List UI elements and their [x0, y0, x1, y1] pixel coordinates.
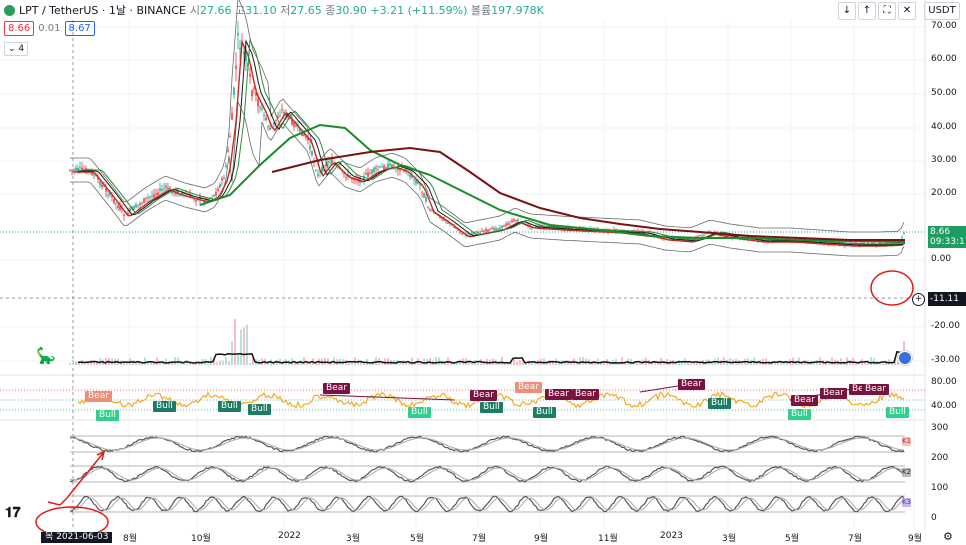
- bull-signal: Bull: [886, 407, 909, 418]
- volume-series: [69, 318, 905, 365]
- bear-signal: Bear: [862, 384, 889, 395]
- bear-signal: Bear: [791, 395, 818, 406]
- time-axis-tick: 2022: [278, 531, 301, 541]
- time-axis-tick: 9월: [534, 534, 549, 544]
- bear-signal: Bear: [820, 388, 847, 399]
- oscillator-pane-2: [69, 435, 905, 513]
- time-axis-tick: 7월: [472, 534, 487, 544]
- bear-signal: Bear: [572, 389, 599, 400]
- crosshair-date-label: 목 2021-06-03: [41, 532, 113, 543]
- bear-signal: Bear: [85, 391, 112, 402]
- time-axis-tick: 9월: [908, 534, 923, 544]
- pane-toolbar: ↓ ↑ ⛶ ✕: [838, 2, 916, 20]
- symbol-header[interactable]: LPT / TetherUS · 1날 · BINANCE 시27.66 고31…: [4, 2, 544, 18]
- price-axis-tick: -20.00: [931, 321, 961, 331]
- time-axis-tick: 10월: [191, 534, 211, 544]
- overlay-lines: [70, 0, 906, 257]
- price-axis-tick: -30.00: [931, 355, 961, 365]
- osc-axis-tick: 300: [931, 423, 949, 433]
- bear-signal: Bear: [678, 379, 705, 390]
- time-axis-tick: 3월: [346, 534, 361, 544]
- time-axis-tick: 8월: [123, 534, 138, 544]
- us-flag-icon[interactable]: [898, 351, 912, 365]
- bull-signal: Bull: [153, 401, 176, 412]
- ohlc-values: 시27.66 고31.10 저27.65 종30.90 +3.21 (+11.5…: [189, 4, 544, 17]
- time-axis-tick: 2023: [660, 531, 683, 541]
- buy-price[interactable]: 8.67: [64, 21, 95, 36]
- bull-signal: Bull: [533, 407, 556, 418]
- expand-button[interactable]: ⛶: [878, 2, 896, 20]
- move-up-button[interactable]: ↑: [858, 2, 876, 20]
- time-axis-tick: 3월: [722, 534, 737, 544]
- bull-signal: Bull: [708, 398, 731, 409]
- indicators-collapse[interactable]: ⌄ 4: [4, 42, 29, 56]
- price-axis-tick: 50.00: [931, 88, 957, 98]
- currency-select[interactable]: USDT: [924, 2, 960, 20]
- price-axis-tick: 0.00: [931, 254, 952, 264]
- price-axis-tick: 30.00: [931, 155, 957, 165]
- lpt-logo-icon: [4, 4, 15, 16]
- price-axis-tick: 20.00: [931, 188, 957, 198]
- osc-axis-tick: 40.00: [931, 401, 957, 411]
- bull-signal: Bull: [480, 402, 503, 413]
- bear-signal: Bear: [470, 390, 497, 401]
- osc-axis-tick: 200: [931, 453, 949, 463]
- time-axis-tick: 7월: [848, 534, 863, 544]
- bear-signal: Bear: [545, 389, 572, 400]
- quote-row: 8.66 0.01 8.67: [4, 21, 95, 36]
- bull-signal: Bull: [218, 401, 241, 412]
- move-down-button[interactable]: ↓: [838, 2, 856, 20]
- bear-signal: Bear: [323, 383, 350, 394]
- tradingview-logo-icon[interactable]: 𝟏𝟕: [5, 505, 21, 521]
- spread: 0.01: [38, 23, 61, 34]
- osc-axis-tick: 100: [931, 483, 949, 493]
- annotation-circle: [870, 270, 914, 306]
- time-axis-tick: 5월: [785, 534, 800, 544]
- chevron-down-icon: ⌄: [8, 44, 16, 54]
- time-axis-tick: 5월: [410, 534, 425, 544]
- oscillator-pane-1: [0, 385, 925, 411]
- price-axis-tick: 70.00: [931, 21, 957, 31]
- gear-icon[interactable]: ⚙: [943, 530, 953, 543]
- bull-signal: Bull: [408, 407, 431, 418]
- crosshair-price-label: -11.11: [928, 292, 966, 306]
- osc-tag-k3: K3: [902, 498, 912, 507]
- dino-icon: 🦕: [36, 346, 56, 365]
- bear-signal: Bear: [515, 382, 542, 393]
- time-axis-tick: 11월: [598, 534, 618, 544]
- osc-axis-tick: 80.00: [931, 377, 957, 387]
- annotation-arrow: [59, 451, 105, 506]
- candlestick-series: [69, 21, 905, 249]
- price-axis-tick: 40.00: [931, 122, 957, 132]
- close-pane-button[interactable]: ✕: [898, 2, 916, 20]
- price-axis-tick: 60.00: [931, 54, 957, 64]
- sell-price[interactable]: 8.66: [4, 21, 35, 36]
- osc-tag-k2: K2: [902, 468, 912, 477]
- osc-axis-tick: 0: [931, 513, 937, 523]
- bull-signal: Bull: [96, 410, 119, 421]
- osc-tag-k1: K1: [902, 437, 912, 446]
- symbol-title[interactable]: LPT / TetherUS · 1날 · BINANCE: [19, 4, 186, 17]
- bull-signal: Bull: [788, 409, 811, 420]
- add-alert-icon[interactable]: +: [912, 293, 925, 306]
- bull-signal: Bull: [248, 404, 271, 415]
- last-price-label: 8.66 09:33:17: [928, 226, 966, 248]
